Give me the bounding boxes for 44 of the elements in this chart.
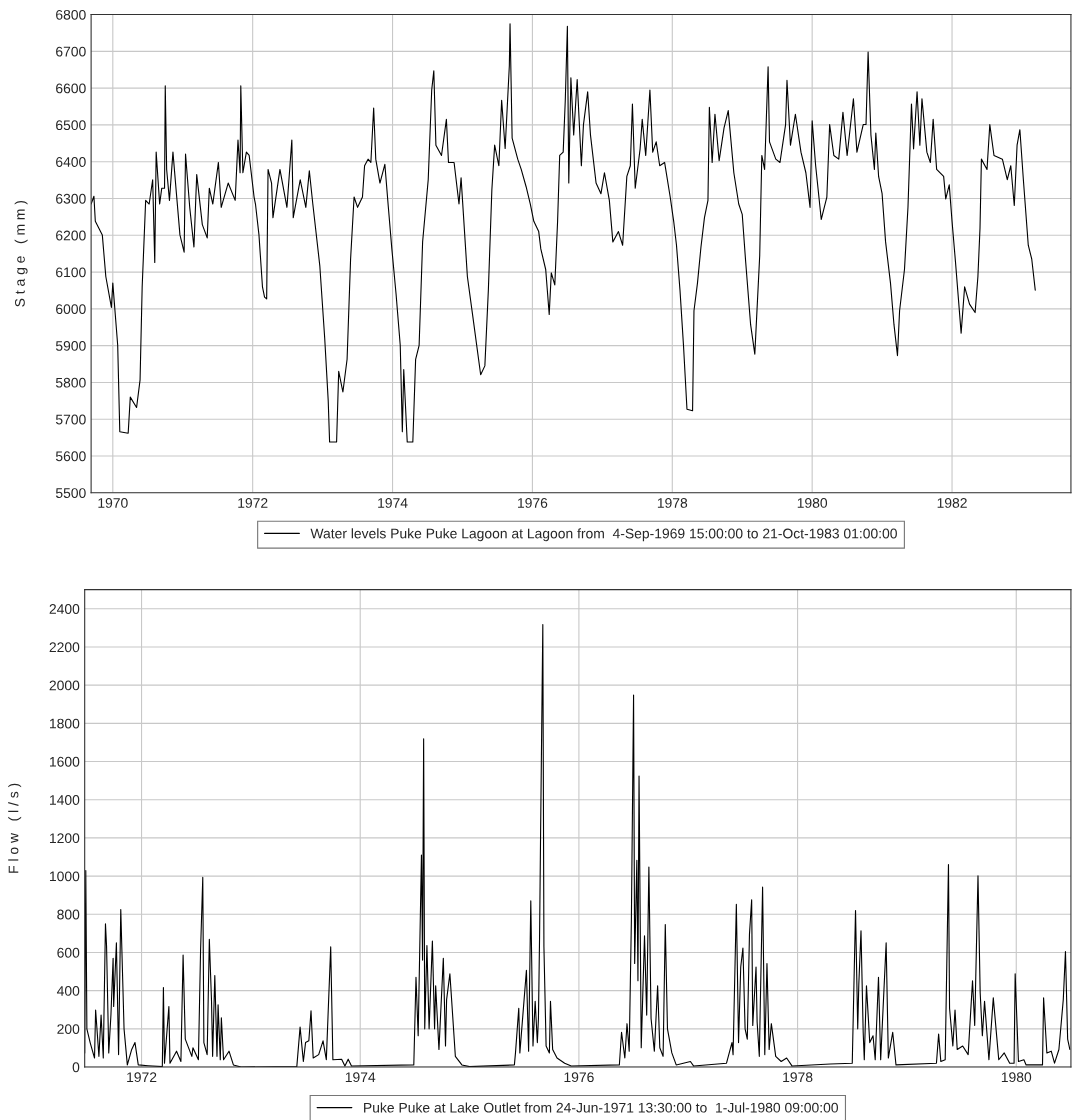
x-tick-label: 1974 bbox=[345, 1072, 376, 1083]
y-tick-label: 600 bbox=[57, 947, 80, 958]
y-tick-label: 5900 bbox=[55, 340, 86, 351]
x-tick-label: 1976 bbox=[564, 1072, 594, 1083]
y-tick-label: 6700 bbox=[56, 46, 86, 57]
y-tick-label: 400 bbox=[56, 985, 80, 996]
y-tick-label: 1000 bbox=[49, 871, 80, 882]
y-tick-label: 1200 bbox=[49, 833, 80, 844]
x-tick-label: 1980 bbox=[1001, 1072, 1032, 1083]
x-tick-label: 1978 bbox=[657, 498, 688, 508]
y-tick-label: 0 bbox=[72, 1062, 80, 1073]
line-series bbox=[91, 23, 1036, 443]
y-tick-label: 5800 bbox=[55, 377, 86, 388]
x-tick-label: 1982 bbox=[937, 498, 967, 508]
x-tick-label: 1974 bbox=[378, 498, 408, 508]
y-tick-label: 6600 bbox=[56, 83, 86, 94]
y-axis-title: F l o w ( l / s ) bbox=[8, 783, 22, 873]
legend-label: Puke Puke at Lake Outlet from 24-Jun-1971 13:30:00 to 1-Jul-1980 09:00:00 bbox=[364, 1102, 839, 1113]
y-tick-label: 200 bbox=[57, 1024, 80, 1035]
x-tick-label: 1970 bbox=[98, 498, 128, 508]
legend-label: Water levels Puke Puke Lagoon at Lagoon from 4-Sep-1969 15:00:00 to 21-Oct-1983 01:00:00 bbox=[310, 528, 897, 542]
y-tick-label: 6300 bbox=[56, 193, 86, 204]
y-tick-label: 1400 bbox=[49, 795, 80, 805]
y-tick-label: 2200 bbox=[49, 642, 80, 653]
y-tick-label: 6500 bbox=[56, 120, 86, 131]
y-tick-label: 5500 bbox=[55, 488, 86, 498]
y-tick-label: 800 bbox=[57, 909, 80, 920]
y-tick-label: 6800 bbox=[56, 9, 86, 20]
y-tick-label: 6200 bbox=[56, 230, 86, 241]
x-tick-label: 1976 bbox=[518, 498, 548, 508]
y-axis-title: S t a g e ( m m ) bbox=[14, 200, 28, 307]
x-tick-label: 1978 bbox=[783, 1072, 813, 1083]
y-tick-label: 1600 bbox=[49, 756, 80, 767]
y-tick-label: 5700 bbox=[55, 414, 86, 425]
y-tick-label: 6100 bbox=[56, 267, 86, 278]
x-tick-label: 1980 bbox=[797, 498, 828, 508]
y-tick-label: 2000 bbox=[49, 680, 80, 691]
y-tick-label: 6400 bbox=[56, 157, 86, 167]
y-tick-label: 5600 bbox=[55, 451, 86, 462]
x-tick-label: 1972 bbox=[127, 1072, 157, 1083]
x-tick-label: 1972 bbox=[238, 498, 268, 508]
y-tick-label: 6000 bbox=[56, 304, 86, 315]
y-tick-label: 1800 bbox=[49, 718, 80, 729]
y-tick-label: 2400 bbox=[49, 604, 80, 614]
